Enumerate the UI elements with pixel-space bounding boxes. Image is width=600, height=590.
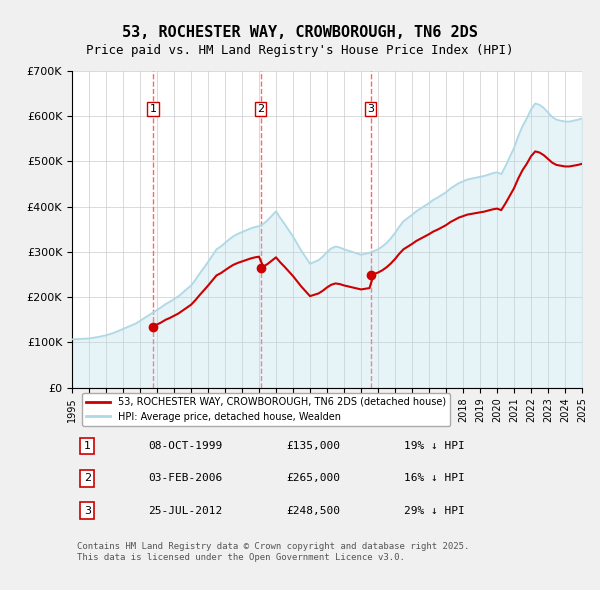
- Text: 53, ROCHESTER WAY, CROWBOROUGH, TN6 2DS: 53, ROCHESTER WAY, CROWBOROUGH, TN6 2DS: [122, 25, 478, 40]
- Legend: 53, ROCHESTER WAY, CROWBOROUGH, TN6 2DS (detached house), HPI: Average price, de: 53, ROCHESTER WAY, CROWBOROUGH, TN6 2DS …: [82, 393, 450, 425]
- Text: 1: 1: [149, 104, 157, 114]
- Text: 2: 2: [84, 473, 91, 483]
- Text: 29% ↓ HPI: 29% ↓ HPI: [404, 506, 464, 516]
- Text: 1: 1: [84, 441, 91, 451]
- Text: 08-OCT-1999: 08-OCT-1999: [149, 441, 223, 451]
- Text: 16% ↓ HPI: 16% ↓ HPI: [404, 473, 464, 483]
- Text: £265,000: £265,000: [286, 473, 340, 483]
- Text: Price paid vs. HM Land Registry's House Price Index (HPI): Price paid vs. HM Land Registry's House …: [86, 44, 514, 57]
- Text: 25-JUL-2012: 25-JUL-2012: [149, 506, 223, 516]
- Text: 2: 2: [257, 104, 264, 114]
- Text: Contains HM Land Registry data © Crown copyright and database right 2025.
This d: Contains HM Land Registry data © Crown c…: [77, 542, 469, 562]
- Text: 3: 3: [367, 104, 374, 114]
- Text: 03-FEB-2006: 03-FEB-2006: [149, 473, 223, 483]
- Text: £248,500: £248,500: [286, 506, 340, 516]
- Text: £135,000: £135,000: [286, 441, 340, 451]
- Text: 19% ↓ HPI: 19% ↓ HPI: [404, 441, 464, 451]
- Text: 3: 3: [84, 506, 91, 516]
